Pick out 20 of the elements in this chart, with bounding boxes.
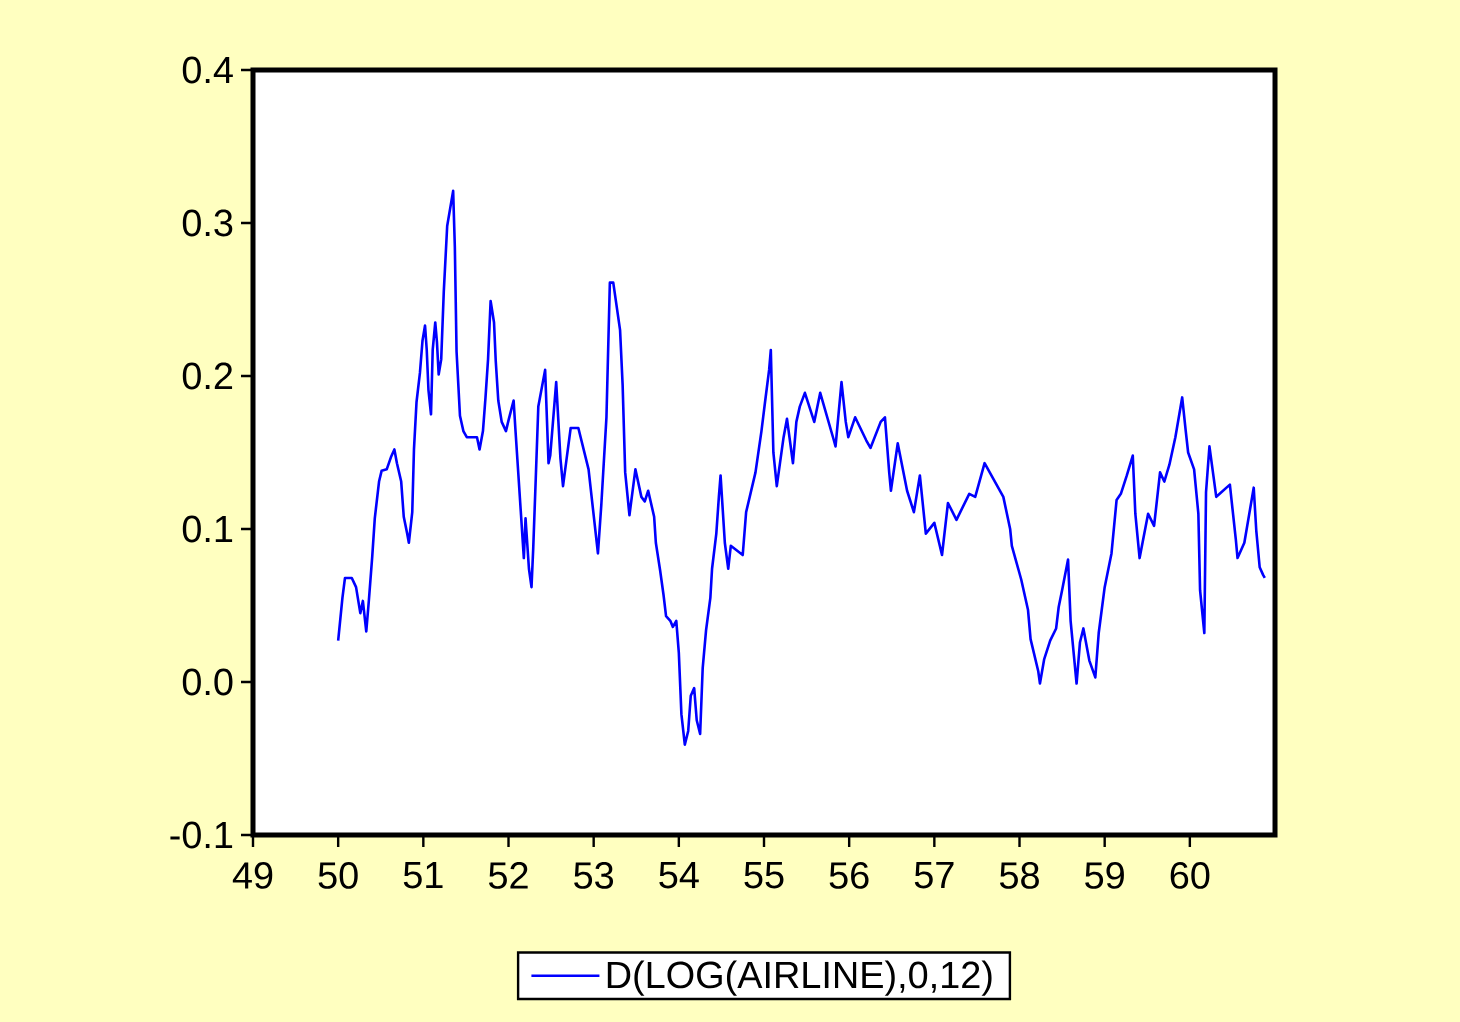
x-tick-label: 51 <box>403 862 443 889</box>
x-tick-label: 57 <box>914 862 954 889</box>
x-tick-label: 50 <box>318 862 358 889</box>
y-tick-label: 0.4 <box>182 56 233 84</box>
y-tick-label: 0.2 <box>182 362 233 390</box>
x-tick-label: 58 <box>999 862 1039 889</box>
y-tick-label: -0.1 <box>170 821 233 849</box>
x-tick-label: 52 <box>488 862 528 889</box>
x-tick-label: 49 <box>232 862 273 889</box>
y-tick-label: 0.0 <box>182 668 233 696</box>
x-tick-label: 55 <box>744 862 784 889</box>
y-tick-label: 0.1 <box>182 515 233 543</box>
line-series <box>336 189 1267 747</box>
x-tick-label: 60 <box>1170 862 1210 889</box>
x-tick-label: 59 <box>1085 862 1124 889</box>
x-tick-label: 54 <box>659 862 699 889</box>
x-tick-label: 53 <box>574 862 614 889</box>
x-tick-label: 56 <box>829 862 869 889</box>
legend-label: D(LOG(AIRLINE),0,12) <box>607 960 992 996</box>
y-tick-label: 0.3 <box>182 209 233 237</box>
